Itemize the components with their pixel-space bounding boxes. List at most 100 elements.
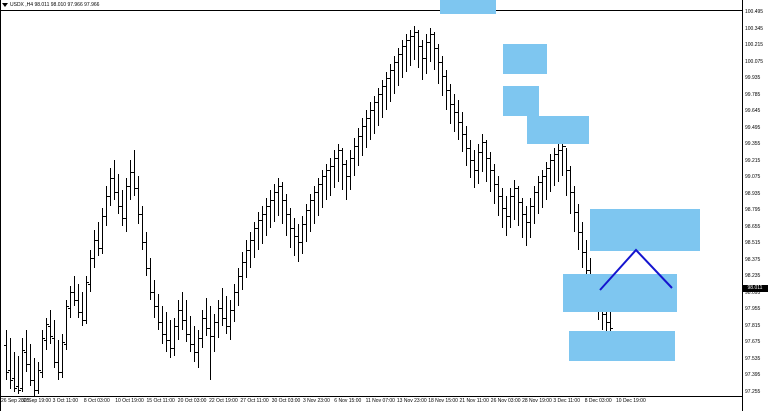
candle-open-tick <box>520 202 522 203</box>
candle-wick <box>386 72 387 110</box>
candle-wick <box>366 110 367 148</box>
supply-zone-1[interactable] <box>440 0 496 14</box>
y-axis-tick: 97.955 <box>745 306 761 313</box>
candle-wick <box>146 232 147 276</box>
candle-wick <box>186 300 187 342</box>
candle-wick <box>334 150 335 188</box>
candle-open-tick <box>152 292 154 293</box>
candle-wick <box>194 326 195 362</box>
candle-open-tick <box>68 308 70 309</box>
x-axis-tick: 30 Oct 03:00 <box>271 398 301 404</box>
candle-open-tick <box>496 184 498 185</box>
candle-wick <box>498 176 499 216</box>
candle-wick <box>302 216 303 254</box>
chart-plot-area[interactable]: USDX ,H4 98.011 98.010 97.966 97.966 26 … <box>0 0 742 411</box>
y-axis-tick: 100.215 <box>745 42 764 49</box>
candle-open-tick <box>480 152 482 153</box>
candle-open-tick <box>136 188 138 189</box>
candle-open-tick <box>16 386 18 387</box>
candle-wick <box>314 186 315 224</box>
candle-wick <box>318 178 319 216</box>
candle-open-tick <box>456 112 458 113</box>
candle-wick <box>46 318 47 350</box>
y-axis-tick: 99.495 <box>745 124 761 131</box>
candle-wick <box>130 160 131 200</box>
chart-title-bar[interactable]: USDX ,H4 98.011 98.010 97.966 97.966 <box>0 0 742 10</box>
candle-open-tick <box>364 126 366 127</box>
candle-open-tick <box>120 206 122 207</box>
y-axis-tick: 99.935 <box>745 75 761 82</box>
triangle-down-icon[interactable] <box>2 2 8 7</box>
candle-wick <box>518 186 519 226</box>
candle-open-tick <box>12 378 14 379</box>
y-axis-tick: 100.345 <box>745 25 764 32</box>
candle-open-tick <box>548 168 550 169</box>
chart-top-border <box>0 10 742 11</box>
candle-wick <box>450 84 451 124</box>
y-axis-tick: 97.675 <box>745 339 761 346</box>
candle-open-tick <box>500 196 502 197</box>
candle-wick <box>466 126 467 166</box>
candle-wick <box>310 194 311 232</box>
candle-wick <box>486 140 487 182</box>
candle-wick <box>566 148 567 196</box>
y-axis-tick: 97.395 <box>745 372 761 379</box>
supply-zone-3[interactable] <box>503 86 539 116</box>
candle-open-tick <box>604 314 606 315</box>
candle-open-tick <box>232 310 234 311</box>
candle-open-tick <box>360 136 362 137</box>
y-axis-tick: 99.215 <box>745 157 761 164</box>
x-axis-tick: 13 Nov 23:00 <box>396 398 427 404</box>
y-axis-tick: 98.375 <box>745 256 761 263</box>
candle-close-tick <box>23 350 25 351</box>
candle-wick <box>406 34 407 72</box>
candle-open-tick <box>32 380 34 381</box>
supply-zone-4[interactable] <box>527 116 589 144</box>
price-axis[interactable]: 100.495 100.345 100.215 100.075 99.935 99.785… <box>742 0 768 411</box>
candle-wick <box>326 164 327 200</box>
demand-zone-1[interactable] <box>590 209 700 251</box>
candle-open-tick <box>608 322 610 323</box>
candle-open-tick <box>324 176 326 177</box>
candle-open-tick <box>412 36 414 37</box>
candle-wick <box>218 300 219 338</box>
candle-open-tick <box>464 134 466 135</box>
y-axis-tick: 99.075 <box>745 174 761 181</box>
candle-close-tick <box>11 380 13 381</box>
candle-open-tick <box>336 158 338 159</box>
candle-open-tick <box>184 320 186 321</box>
candle-wick <box>174 318 175 356</box>
candle-open-tick <box>416 32 418 33</box>
candle-open-tick <box>248 250 250 251</box>
candle-wick <box>34 358 35 396</box>
candle-wick <box>22 338 23 392</box>
candle-open-tick <box>292 228 294 229</box>
candle-open-tick <box>108 196 110 197</box>
candle-wick <box>254 222 255 258</box>
candle-wick <box>474 150 475 188</box>
demand-zone-2[interactable] <box>563 274 677 312</box>
x-axis-tick: 26 Nov 03:00 <box>490 398 521 404</box>
candle-wick <box>554 148 555 186</box>
y-axis-tick: 98.235 <box>745 273 761 280</box>
candle-wick <box>90 250 91 292</box>
candle-open-tick <box>444 76 446 77</box>
candle-open-tick <box>488 158 490 159</box>
candle-wick <box>394 56 395 94</box>
candle-open-tick <box>508 216 510 217</box>
y-axis-tick: 99.355 <box>745 141 761 148</box>
candle-wick <box>446 70 447 110</box>
supply-zone-2[interactable] <box>503 44 547 74</box>
candle-open-tick <box>208 328 210 329</box>
candle-wick <box>94 230 95 268</box>
candle-wick <box>530 198 531 238</box>
candle-wick <box>278 178 279 216</box>
chart-bottom-border <box>0 396 742 397</box>
candle-open-tick <box>504 208 506 209</box>
candle-open-tick <box>436 48 438 49</box>
candle-wick <box>606 298 607 336</box>
y-axis-tick: 100.495 <box>745 9 764 15</box>
candle-wick <box>230 300 231 340</box>
demand-zone-3[interactable] <box>569 331 675 361</box>
candle-close-tick <box>51 336 53 337</box>
